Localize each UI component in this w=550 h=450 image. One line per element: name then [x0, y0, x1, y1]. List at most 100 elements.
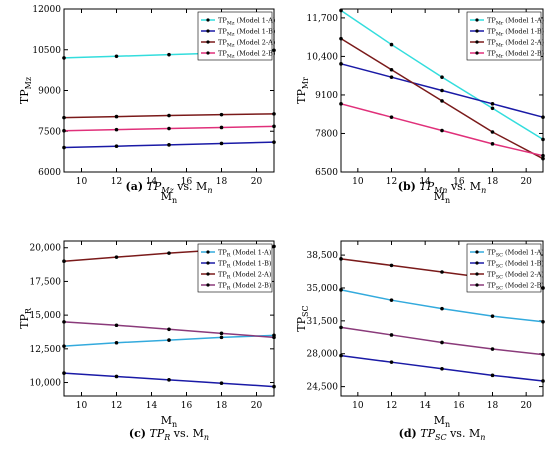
- legend-tp: TP: [218, 282, 227, 290]
- data-point: [62, 145, 66, 150]
- y-axis-label-main: TP: [18, 89, 31, 104]
- x-axis-label-sub: n: [172, 420, 177, 429]
- legend-series-name: (Model 2-B): [503, 282, 544, 290]
- legend-tp: TP: [218, 271, 227, 279]
- legend-swatch-marker: [206, 40, 210, 44]
- x-tick-label: 14: [419, 177, 431, 187]
- caption-sub: R: [163, 433, 170, 442]
- data-point: [62, 259, 66, 264]
- y-axis-label: TPMr: [295, 77, 310, 104]
- x-tick-label: 18: [487, 177, 499, 187]
- legend-entry: TPSC (Model 2-A): [487, 271, 544, 281]
- x-axis-label-main: M: [434, 190, 445, 203]
- x-tick-label: 10: [352, 401, 364, 411]
- y-axis-label-main: TP: [295, 316, 308, 331]
- x-tick-label: 20: [520, 401, 532, 411]
- data-point: [272, 384, 276, 389]
- data-point: [339, 325, 343, 330]
- data-point: [541, 319, 545, 324]
- data-point: [62, 115, 66, 120]
- caption-rest-sub: n: [481, 186, 486, 195]
- data-point: [272, 124, 276, 129]
- x-axis-label: Mn: [434, 190, 450, 205]
- legend-entry: TPMz (Model 2-B): [218, 50, 276, 60]
- data-point: [490, 130, 495, 134]
- x-tick-label: 12: [386, 401, 397, 411]
- data-point: [541, 137, 545, 142]
- y-tick-label: 38,500: [307, 251, 339, 261]
- caption-label: (d): [399, 427, 417, 440]
- legend-tp-sub: SC: [496, 275, 503, 281]
- legend-entry: TPMr (Model 1-B): [487, 28, 545, 38]
- legend-tp: TP: [218, 28, 227, 36]
- data-point: [272, 140, 276, 144]
- legend-swatch-marker: [206, 283, 210, 287]
- data-point: [219, 331, 224, 336]
- legend-tp-sub: R: [227, 253, 231, 259]
- data-point: [440, 99, 444, 103]
- caption-text: TP: [419, 180, 434, 193]
- x-tick-label: 14: [419, 401, 431, 411]
- caption-label: (b): [398, 180, 416, 193]
- legend-tp: TP: [487, 50, 496, 58]
- data-point: [219, 381, 224, 385]
- legend-tp: TP: [487, 17, 496, 25]
- x-tick-label: 20: [520, 177, 532, 187]
- x-axis-label-sub: n: [445, 196, 450, 205]
- legend-series-name: (Model 1-B): [503, 260, 544, 268]
- y-tick-label: 6000: [38, 168, 61, 178]
- chart-panel-c: 10 12 14 16 18 20 10,000 12,500 15,000 17,500 20,0…: [18, 240, 276, 442]
- data-point: [219, 125, 224, 130]
- data-point: [114, 127, 119, 132]
- data-point: [389, 75, 394, 79]
- data-point: [339, 102, 343, 106]
- data-point: [389, 67, 394, 72]
- chart-panel-a: 10 12 14 16 18 206000750090001050012000MnTPMz…: [18, 5, 276, 205]
- y-tick-label: 10500: [32, 46, 61, 56]
- x-tick-label: 20: [251, 177, 263, 187]
- legend-tp: TP: [487, 28, 496, 36]
- data-point: [167, 378, 171, 382]
- y-axis-label-sub: SC: [301, 305, 310, 317]
- legend-tp-sub: Mz: [227, 54, 235, 60]
- x-tick-label: 16: [453, 401, 465, 411]
- data-point: [272, 48, 276, 53]
- data-point: [219, 335, 224, 340]
- data-point: [440, 88, 444, 93]
- caption-sub: Mz: [160, 186, 174, 195]
- legend-tp: TP: [218, 50, 227, 58]
- y-tick-label: 12000: [32, 5, 61, 15]
- data-point: [114, 323, 119, 328]
- y-tick-label: 10,000: [30, 379, 62, 389]
- data-point: [440, 306, 444, 311]
- x-axis-label: Mn: [161, 190, 177, 205]
- legend-swatch-marker: [475, 29, 479, 33]
- legend-tp-sub: R: [227, 264, 231, 270]
- legend-tp: TP: [487, 260, 496, 268]
- data-point: [339, 62, 343, 66]
- data-point: [62, 344, 66, 348]
- legend-entry: TPR (Model 2-B): [218, 282, 272, 292]
- data-point: [167, 327, 171, 332]
- data-point: [62, 128, 66, 133]
- legend-tp: TP: [218, 249, 227, 257]
- y-tick-label: 10,400: [307, 52, 339, 62]
- data-point: [389, 115, 394, 119]
- data-point: [62, 56, 66, 60]
- legend-series-name: (Model 1-B): [230, 260, 271, 268]
- y-tick-label: 24,500: [307, 383, 339, 393]
- data-point: [272, 244, 276, 249]
- data-point: [541, 379, 545, 383]
- data-point: [490, 102, 495, 106]
- y-tick-label: 20,000: [30, 244, 62, 254]
- legend-entry: TPR (Model 1-B): [218, 260, 272, 270]
- data-point: [114, 340, 119, 345]
- x-tick-label: 18: [216, 401, 228, 411]
- y-tick-label: 35,000: [307, 284, 339, 294]
- legend-entry: TPSC (Model 2-B): [487, 282, 544, 292]
- x-axis-label: Mn: [161, 414, 177, 429]
- caption-rest: vs. M: [170, 427, 204, 440]
- x-tick-label: 10: [76, 177, 88, 187]
- legend-tp-sub: SC: [496, 264, 503, 270]
- legend-tp-sub: Mz: [227, 21, 235, 27]
